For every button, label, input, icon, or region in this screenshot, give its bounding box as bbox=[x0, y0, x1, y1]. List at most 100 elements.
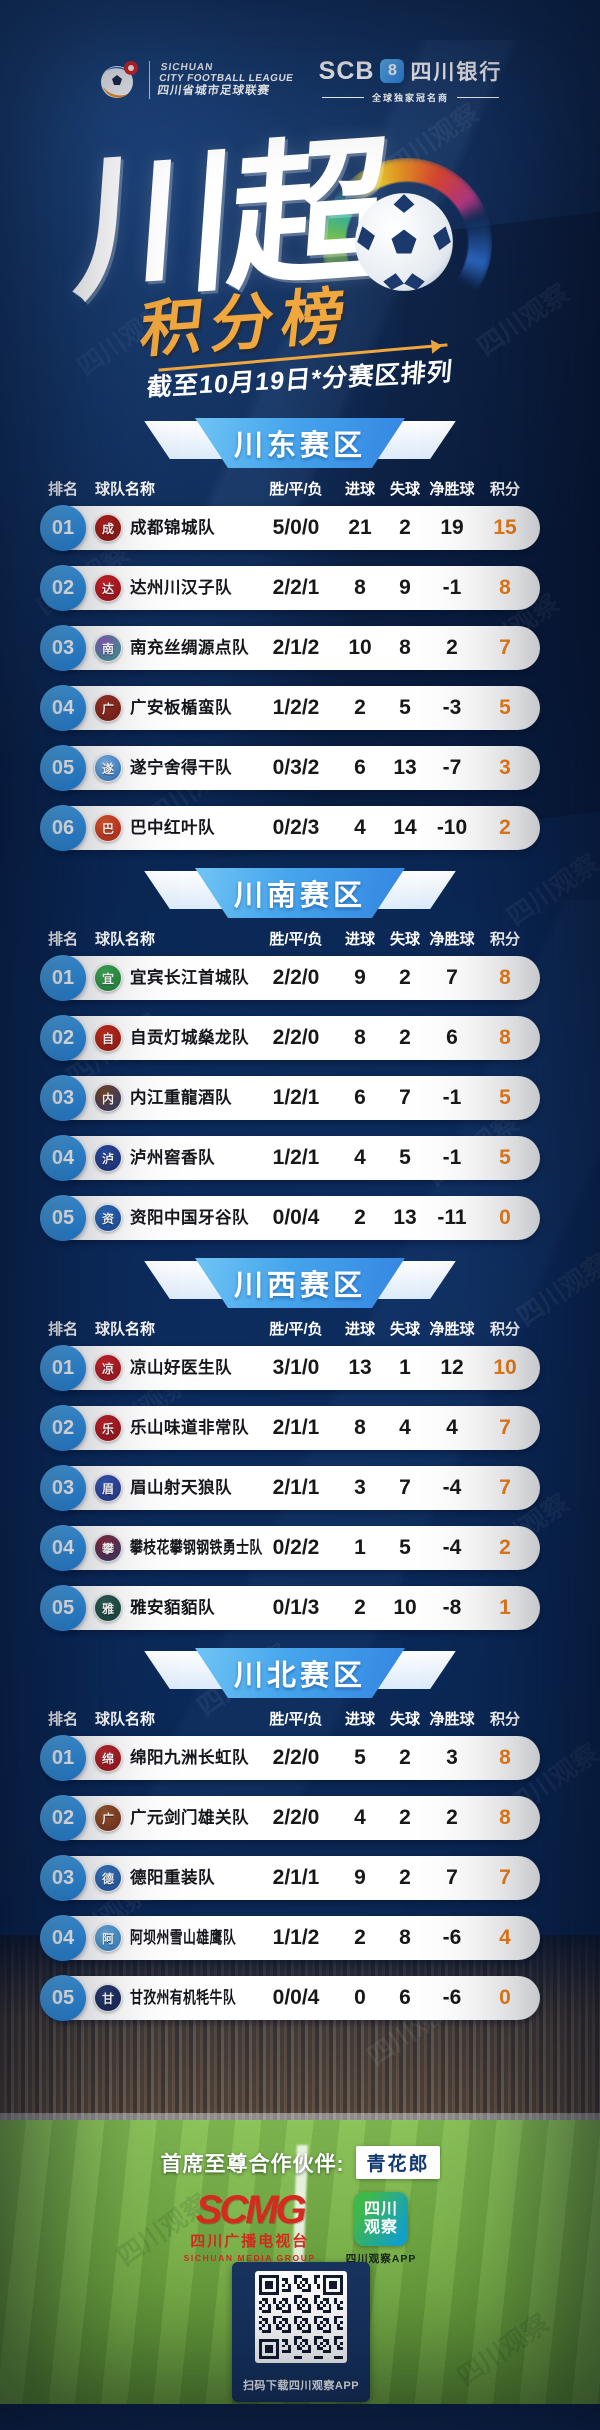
stat-name: 自贡灯城燊龙队 bbox=[130, 1029, 249, 1047]
stat-wdl: 2/2/0 bbox=[272, 966, 320, 989]
row-pill bbox=[46, 1526, 540, 1570]
rank-badge: 05 bbox=[40, 1195, 86, 1241]
stat-pts: 2 bbox=[499, 1536, 511, 1559]
row-pill bbox=[46, 566, 540, 610]
stat-wdl: 0/2/2 bbox=[272, 1536, 320, 1559]
team-row: 01 凉 凉山好医生队 3/1/0 13 1 12 10 bbox=[0, 1345, 600, 1391]
team-crest-icon: 巴 bbox=[94, 814, 122, 842]
column-header: 排名 bbox=[48, 1321, 79, 1338]
team-row: 02 达 达州川汉子队 2/2/1 8 9 -1 8 bbox=[0, 565, 600, 611]
stat-pts: 2 bbox=[499, 816, 511, 839]
sichuan-observer-logo: 四川 观察 四川观察APP bbox=[346, 2192, 417, 2266]
column-header: 进球 bbox=[344, 931, 375, 948]
row-pill bbox=[46, 1976, 540, 2020]
stat-pts: 8 bbox=[499, 1026, 511, 1049]
team-crest-glyph: 德 bbox=[101, 1871, 114, 1886]
stat-pts: 8 bbox=[499, 966, 511, 989]
team-crest-glyph: 眉 bbox=[101, 1481, 114, 1496]
stat-name: 泸州窖香队 bbox=[130, 1149, 215, 1167]
stat-gf: 2 bbox=[354, 1926, 366, 1949]
stat-gf: 4 bbox=[354, 1146, 366, 1169]
column-header: 胜/平/负 bbox=[269, 481, 323, 498]
team-row: 03 内 内江重龍酒队 1/2/1 6 7 -1 5 bbox=[0, 1075, 600, 1121]
column-header: 失球 bbox=[389, 481, 420, 498]
rank-badge: 04 bbox=[40, 685, 86, 731]
row-pill bbox=[46, 1406, 540, 1450]
stat-pts: 8 bbox=[499, 1806, 511, 1829]
team-crest-glyph: 阿 bbox=[101, 1931, 114, 1946]
stat-gf: 9 bbox=[354, 1866, 366, 1889]
stat-gd: 2 bbox=[446, 636, 458, 659]
division-section: 川北赛区 排名 球队名称 胜/平/负 进球 失球 净胜球 积分 01 绵 绵阳九洲长虹队 2/2/0 5… bbox=[0, 1648, 600, 2021]
section-banner: 川南赛区 bbox=[135, 868, 465, 918]
rank-badge: 02 bbox=[40, 1795, 86, 1841]
football-icon bbox=[355, 193, 453, 291]
row-pill bbox=[46, 686, 540, 730]
stat-name: 雅安貊貊队 bbox=[130, 1599, 215, 1617]
division-section: 川西赛区 排名 球队名称 胜/平/负 进球 失球 净胜球 积分 01 凉凉山好医生队 3/1/0 13… bbox=[0, 1258, 600, 1631]
stat-gf: 5 bbox=[354, 1746, 366, 1769]
stat-gd: -1 bbox=[442, 576, 462, 599]
row-pill bbox=[46, 1916, 540, 1960]
stat-gf: 2 bbox=[354, 1206, 366, 1229]
stat-ga: 7 bbox=[399, 1476, 411, 1499]
team-row: 01 绵 绵阳九洲长虹队 2/2/0 5 2 3 8 bbox=[0, 1735, 600, 1781]
stat-wdl: 2/1/2 bbox=[272, 636, 320, 659]
stat-pts: 10 bbox=[493, 1356, 517, 1379]
team-crest-glyph: 广 bbox=[101, 1811, 114, 1826]
row-pill bbox=[46, 1466, 540, 1510]
scmg-english-name: SICHUAN MEDIA GROUP bbox=[183, 2253, 316, 2263]
team-row: 05 雅 雅安貊貊队 0/1/3 2 10 -8 1 bbox=[0, 1585, 600, 1631]
stat-wdl: 0/2/3 bbox=[272, 816, 320, 839]
stat-ga: 2 bbox=[399, 516, 411, 539]
rank-badge: 05 bbox=[40, 745, 86, 791]
stat-gd: 6 bbox=[446, 1026, 458, 1049]
sponsor-tagline: 全球独家冠名商 bbox=[322, 91, 500, 104]
sponsor-logo: SCB 8 四川银行 全球独家冠名商 bbox=[319, 56, 503, 104]
team-crest-icon: 自 bbox=[94, 1024, 122, 1052]
team-row: 04 攀 攀枝花攀钢钢铁勇士队 0/2/2 1 5 -4 2 bbox=[0, 1525, 600, 1571]
stat-pts: 5 bbox=[499, 696, 511, 719]
row-pill bbox=[46, 1586, 540, 1630]
team-row: 05 资 资阳中国牙谷队 0/0/4 2 13 -11 0 bbox=[0, 1195, 600, 1241]
table-header-row: 排名 球队名称 胜/平/负 进球 失球 净胜球 积分 bbox=[0, 478, 600, 498]
rank-badge: 06 bbox=[40, 805, 86, 851]
rank-badge: 01 bbox=[40, 505, 86, 551]
stat-ga: 2 bbox=[399, 1026, 411, 1049]
stat-ga: 7 bbox=[399, 1086, 411, 1109]
team-row: 01 成 成都锦城队 5/0/0 21 2 19 15 bbox=[0, 505, 600, 551]
stat-pts: 7 bbox=[499, 1416, 511, 1439]
stat-wdl: 5/0/0 bbox=[272, 516, 320, 539]
stat-gf: 4 bbox=[354, 1806, 366, 1829]
column-header: 积分 bbox=[489, 931, 520, 948]
stat-ga: 4 bbox=[399, 1416, 411, 1439]
column-header: 积分 bbox=[489, 1321, 520, 1338]
stat-ga: 13 bbox=[393, 1206, 417, 1229]
column-header: 净胜球 bbox=[429, 481, 475, 498]
stat-ga: 14 bbox=[393, 816, 417, 839]
team-crest-icon: 成 bbox=[94, 514, 122, 542]
column-header: 积分 bbox=[489, 1711, 520, 1728]
team-crest-icon: 攀 bbox=[94, 1534, 122, 1562]
rank-badge: 03 bbox=[40, 1855, 86, 1901]
stat-ga: 9 bbox=[399, 576, 411, 599]
stat-gd: 12 bbox=[440, 1356, 464, 1379]
stat-gd: 19 bbox=[440, 516, 464, 539]
column-header: 进球 bbox=[344, 1711, 375, 1728]
stat-ga: 5 bbox=[399, 696, 411, 719]
section-title: 川东赛区 bbox=[233, 430, 366, 462]
team-crest-icon: 泸 bbox=[94, 1144, 122, 1172]
team-row: 03 南 南充丝绸源点队 2/1/2 10 8 2 7 bbox=[0, 625, 600, 671]
logo-divider bbox=[148, 61, 150, 99]
column-header: 球队名称 bbox=[95, 1711, 156, 1728]
section-banner: 川西赛区 bbox=[135, 1258, 465, 1308]
row-pill bbox=[46, 1136, 540, 1180]
sponsor-abbr: SCB bbox=[318, 56, 375, 85]
team-row: 04 广 广安板楯蛮队 1/2/2 2 5 -3 5 bbox=[0, 685, 600, 731]
team-crest-glyph: 南 bbox=[101, 641, 114, 656]
sponsor-bank-icon: 8 bbox=[380, 59, 405, 83]
stat-name: 成都锦城队 bbox=[130, 519, 215, 537]
sponsor-row: SCB 8 四川银行 bbox=[319, 56, 503, 86]
section-banner: 川北赛区 bbox=[135, 1648, 465, 1698]
team-row: 02 自 自贡灯城燊龙队 2/2/0 8 2 6 8 bbox=[0, 1015, 600, 1061]
